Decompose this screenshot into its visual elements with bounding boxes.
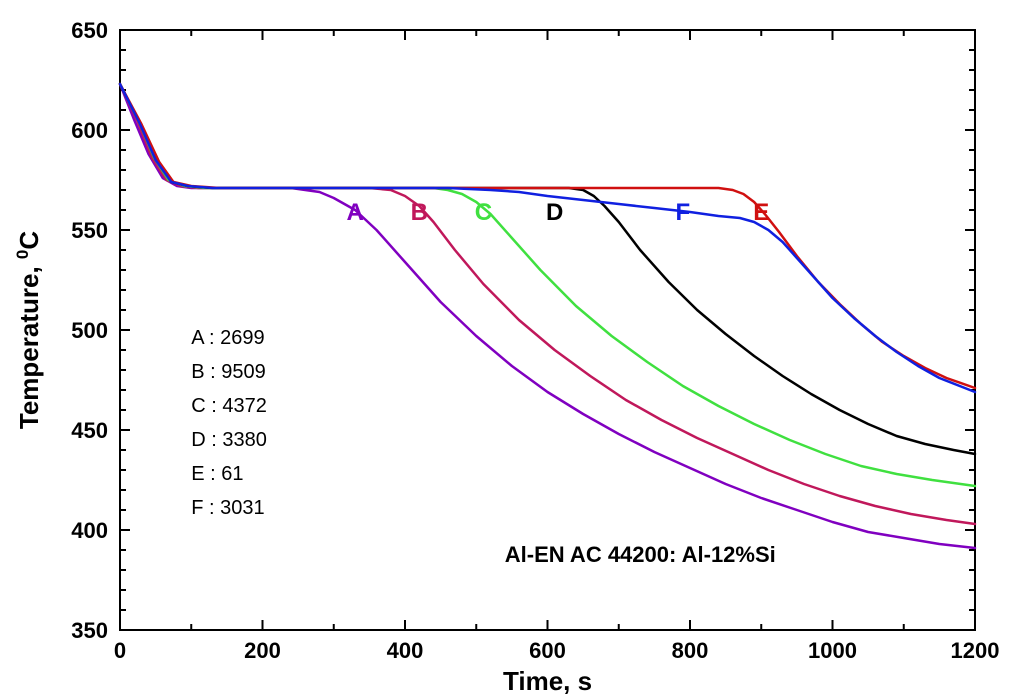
xtick-label: 1200 (951, 638, 1000, 663)
ytick-label: 400 (71, 518, 108, 543)
chart-svg: 0 200 400 600 800 1000 1200 350 400 450 500 550 600 6… (0, 0, 1024, 697)
legend-item: C : 4372 (191, 395, 267, 417)
ytick-label: 550 (71, 218, 108, 243)
series-label-c: C (475, 199, 492, 226)
xtick-label: 200 (244, 638, 281, 663)
legend-item: D : 3380 (191, 429, 267, 451)
cooling-curves-chart: 0 200 400 600 800 1000 1200 350 400 450 500 550 600 6… (0, 0, 1024, 697)
alloy-annotation: Al-EN AC 44200: Al-12%Si (505, 542, 776, 567)
ytick-label: 350 (71, 618, 108, 643)
xtick-label: 400 (387, 638, 424, 663)
x-axis-label: Time, s (503, 666, 592, 696)
ytick-label: 450 (71, 418, 108, 443)
series-label-f: F (676, 199, 691, 226)
legend-item: F : 3031 (191, 497, 264, 519)
legend-item: B : 9509 (191, 361, 266, 383)
series-label-a: A (346, 199, 363, 226)
xtick-label: 600 (529, 638, 566, 663)
series-label-e: E (753, 199, 769, 226)
legend-item: E : 61 (191, 463, 243, 485)
series-label-d: D (546, 199, 563, 226)
xtick-label: 800 (672, 638, 709, 663)
y-axis-label: Temperature, 0C (13, 231, 44, 429)
ytick-label: 650 (71, 18, 108, 43)
legend-item: A : 2699 (191, 327, 264, 349)
xtick-label: 1000 (808, 638, 857, 663)
xtick-label: 0 (114, 638, 126, 663)
ytick-label: 600 (71, 118, 108, 143)
ytick-label: 500 (71, 318, 108, 343)
series-label-b: B (411, 199, 428, 226)
